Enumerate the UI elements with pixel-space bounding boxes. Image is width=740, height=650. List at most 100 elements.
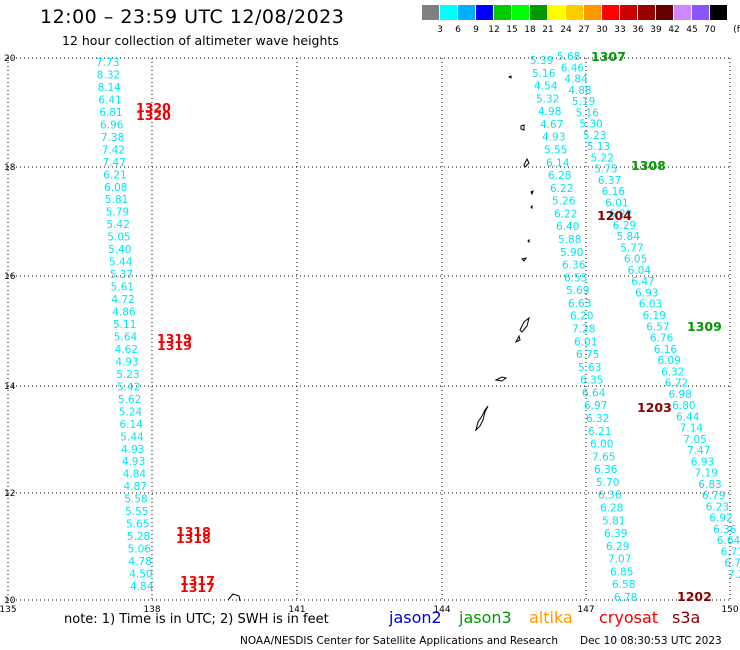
wave-height-value: 6.55 — [564, 272, 587, 284]
legend-label: 45 — [686, 25, 698, 35]
wave-height-value: 5.32 — [536, 93, 559, 105]
wave-height-value: 6.22 — [554, 208, 577, 220]
island-anatahan — [521, 257, 528, 262]
wave-height-value: 5.84 — [617, 231, 641, 243]
wave-height-value: 6.39 — [604, 528, 627, 540]
wave-height-value: 7.28 — [572, 324, 595, 336]
altimeter-tracks: 7.738.328.146.416.816.967.387.427.476.21… — [96, 51, 740, 604]
lon-label: 150 — [721, 605, 738, 615]
legend-swatch — [512, 5, 529, 20]
pass-label: 1319 — [157, 331, 192, 346]
legend-label: 21 — [542, 25, 554, 35]
wave-height-value: 6.75 — [576, 349, 599, 361]
satellite-jason3: jason3 — [459, 608, 512, 627]
wave-height-value: 5.62 — [118, 394, 141, 406]
wave-height-value: 6.96 — [100, 119, 124, 131]
wave-height-value: 6.64 — [582, 387, 606, 399]
wave-height-value: 5.30 — [579, 119, 602, 131]
island-pagan — [523, 157, 530, 168]
legend-swatch — [656, 5, 673, 20]
legend-swatch — [638, 5, 655, 20]
lon-label: 144 — [433, 605, 450, 615]
lat-label: 16 — [4, 272, 16, 282]
pass-label: 1203 — [637, 400, 672, 415]
wave-height-value: 5.24 — [119, 406, 143, 418]
wave-height-value: 5.58 — [124, 494, 147, 506]
wave-height-value: 6.36 — [713, 524, 737, 536]
wave-height-value: 5.13 — [587, 141, 610, 153]
wave-height-value: 6.63 — [568, 298, 591, 310]
wave-height-value: 6.00 — [590, 439, 613, 451]
wave-height-value: 8.32 — [97, 70, 120, 82]
wave-height-value: 4.86 — [112, 307, 136, 319]
satellite-s3a: s3a — [672, 608, 701, 627]
wave-height-value: 4.93 — [542, 132, 565, 144]
island-rota — [494, 376, 508, 382]
wave-height-value: 4.54 — [534, 81, 558, 93]
wave-height-value: 5.23 — [116, 369, 139, 381]
wave-height-value: 5.16 — [576, 107, 600, 119]
legend-label: 27 — [578, 25, 590, 35]
pass-label: 1309 — [687, 319, 722, 334]
wave-height-value: 6.79 — [702, 490, 725, 502]
island-sarigan — [527, 238, 530, 244]
wave-height-value: 6.58 — [612, 579, 635, 591]
wave-height-value: 4.98 — [538, 106, 561, 118]
wave-height-value: 6.09 — [657, 355, 680, 367]
wave-height-value: 6.72 — [665, 378, 688, 390]
wave-height-value: 5.61 — [111, 282, 134, 294]
lat-label: 14 — [4, 382, 16, 392]
pass-label: 1319 — [157, 338, 192, 353]
wave-height-value: 6.93 — [635, 288, 658, 300]
legend-label: 18 — [524, 25, 536, 35]
wave-height-value: 6.21 — [103, 169, 126, 181]
wave-height-value: 4.72 — [111, 294, 134, 306]
wave-height-value: 6.04 — [628, 265, 652, 277]
wave-height-value: 6.71 — [721, 547, 740, 559]
wave-height-value: 5.88 — [558, 234, 581, 246]
wave-height-value: 6.85 — [610, 566, 633, 578]
wave-height-value: 6.22 — [550, 183, 573, 195]
wave-height-value: 6.47 — [631, 276, 654, 288]
wave-height-value: 5.39 — [530, 55, 553, 67]
wave-height-value: 4.78 — [128, 556, 151, 568]
wave-height-value: 6.76 — [650, 333, 674, 345]
wave-height-value: 5.06 — [128, 544, 152, 556]
wave-height-value: 6.05 — [624, 254, 647, 266]
legend-swatch — [620, 5, 637, 20]
legend-label: 70 — [704, 25, 716, 35]
legend-swatch — [566, 5, 583, 20]
coastlines — [227, 75, 534, 602]
lon-label: 138 — [143, 605, 160, 615]
wave-height-value: 5.63 — [578, 362, 601, 374]
wave-height-value: 4.62 — [115, 344, 138, 356]
wave-height-value: 5.44 — [120, 431, 144, 443]
wave-height-value: 6.01 — [574, 336, 597, 348]
wave-height-value: 5.81 — [105, 194, 128, 206]
wave-height-value: 6.14 — [546, 157, 570, 169]
wave-height-value: 6.32 — [661, 366, 684, 378]
pass-label: 1202 — [677, 589, 712, 604]
wave-height-value: 6.44 — [676, 411, 700, 423]
wave-height-value: 6.81 — [99, 107, 122, 119]
wave-height-value: 6.03 — [639, 299, 662, 311]
wave-height-value: 6.35 — [580, 375, 603, 387]
wave-height-value: 5.19 — [572, 96, 595, 108]
wave-height-value: 5.65 — [126, 519, 149, 531]
legend-label: 42 — [668, 25, 680, 35]
satellite-cryosat: cryosat — [599, 608, 659, 627]
legend-swatch — [584, 5, 601, 20]
wave-height-value: 5.22 — [591, 152, 614, 164]
wave-height-value: 5.11 — [113, 319, 136, 331]
wave-height-value: 5.44 — [109, 257, 133, 269]
chart-title: 12:00 – 23:59 UTC 12/08/2023 — [40, 6, 345, 28]
wave-height-value: 5.55 — [125, 506, 148, 518]
legend-swatch — [710, 5, 727, 20]
wave-height-value: 7.65 — [592, 451, 615, 463]
wave-height-value: 5.28 — [127, 531, 150, 543]
wave-height-value: 5.16 — [532, 68, 556, 80]
footer-credit: NOAA/NESDIS Center for Satellite Applica… — [240, 635, 558, 647]
wave-height-value: 7.42 — [102, 144, 125, 156]
wave-height-value: 7.47 — [103, 157, 126, 169]
wave-height-value: 4.88 — [568, 85, 591, 97]
